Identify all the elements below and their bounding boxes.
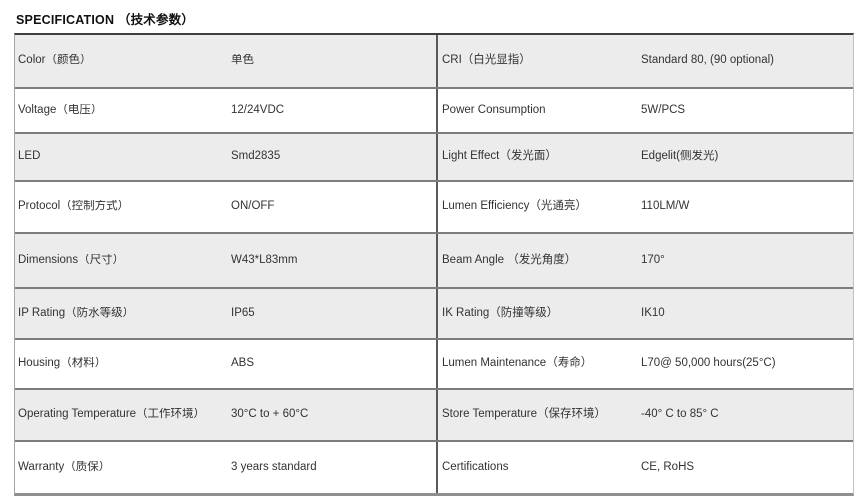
spec-value-color: 单色 — [231, 54, 254, 67]
spec-label-certifications: Certifications — [436, 442, 641, 493]
spec-value-led: Smd2835 — [231, 150, 281, 163]
specification-table: Color（颜色） 单色 CRI（白光显指） Standard 80, (90 … — [14, 33, 854, 496]
spec-value-beam-angle: 170° — [641, 253, 665, 266]
spec-value-lumen-maintenance: L70@ 50,000 hours(25°C) — [641, 357, 776, 370]
spec-value-power-consumption: 5W/PCS — [641, 103, 686, 116]
table-row-voltage-power: Voltage（电压） 12/24VDC Power Consumption 5… — [15, 87, 853, 132]
spec-value-lumen-efficiency: 110LM/W — [641, 200, 690, 213]
spec-value-dimensions: W43*L83mm — [231, 253, 298, 266]
spec-value-warranty: 3 years standard — [231, 460, 317, 473]
spec-value-certifications: CE, RoHS — [641, 460, 695, 473]
spec-label-beam-angle: Beam Angle （发光角度） — [436, 234, 641, 287]
table-row-protocol-lumen-efficiency: Protocol（控制方式） ON/OFF Lumen Efficiency（光… — [15, 180, 853, 232]
spec-label-operating-temperature: Operating Temperature（工作环境） — [18, 408, 206, 421]
spec-label-light-effect: Light Effect（发光面） — [436, 134, 641, 180]
page-title: SPECIFICATION （技术参数） — [16, 13, 195, 27]
spec-label-voltage: Voltage（电压） — [18, 103, 103, 116]
spec-label-led: LED — [18, 150, 41, 163]
table-row-color-cri: Color（颜色） 单色 CRI（白光显指） Standard 80, (90 … — [15, 35, 853, 87]
spec-label-power-consumption: Power Consumption — [436, 89, 641, 132]
spec-value-voltage: 12/24VDC — [231, 103, 285, 116]
spec-label-lumen-efficiency: Lumen Efficiency（光通亮） — [436, 182, 641, 232]
spec-label-warranty: Warranty（质保） — [18, 460, 111, 473]
spec-value-store-temperature: -40° C to 85° C — [641, 408, 719, 421]
spec-label-housing: Housing（材料） — [18, 357, 107, 370]
spec-label-color: Color（颜色） — [18, 54, 92, 67]
spec-label-protocol: Protocol（控制方式） — [18, 200, 130, 213]
table-row-housing-lumen-maintenance: Housing（材料） ABS Lumen Maintenance（寿命） L7… — [15, 338, 853, 388]
spec-value-housing: ABS — [231, 357, 255, 370]
spec-label-ik-rating: IK Rating（防撞等级） — [436, 289, 641, 338]
spec-value-operating-temperature: 30°C to + 60°C — [231, 408, 309, 421]
spec-label-cri: CRI（白光显指） — [436, 35, 641, 87]
spec-value-light-effect: Edgelit(侧发光) — [641, 150, 719, 163]
spec-label-store-temperature: Store Temperature（保存环境） — [436, 390, 641, 440]
table-row-dimensions-beamangle: Dimensions（尺寸） W43*L83mm Beam Angle （发光角… — [15, 232, 853, 287]
spec-value-cri: Standard 80, (90 optional) — [641, 54, 774, 67]
spec-label-dimensions: Dimensions（尺寸） — [18, 253, 125, 266]
table-row-operating-store-temperature: Operating Temperature（工作环境） 30°C to + 60… — [15, 388, 853, 440]
table-row-warranty-certifications: Warranty（质保） 3 years standard Certificat… — [15, 440, 853, 493]
table-row-iprating-ikrating: IP Rating（防水等级） IP65 IK Rating（防撞等级） IK1… — [15, 287, 853, 338]
spec-label-ip-rating: IP Rating（防水等级） — [18, 306, 135, 319]
table-row-led-lighteffect: LED Smd2835 Light Effect（发光面） Edgelit(侧发… — [15, 132, 853, 180]
spec-value-protocol: ON/OFF — [231, 200, 275, 213]
spec-label-lumen-maintenance: Lumen Maintenance（寿命） — [436, 340, 641, 388]
spec-value-ip-rating: IP65 — [231, 306, 255, 319]
spec-value-ik-rating: IK10 — [641, 306, 665, 319]
